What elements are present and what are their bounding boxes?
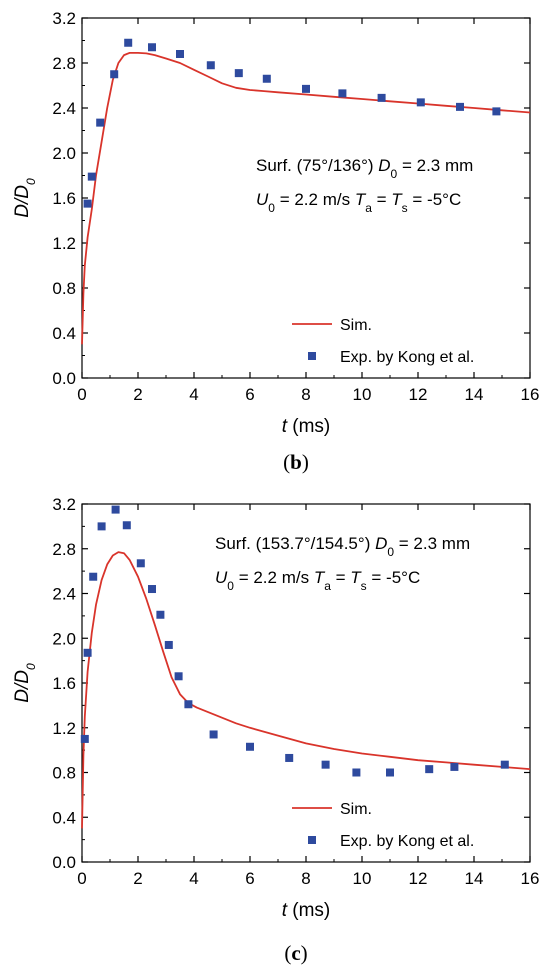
data-point-exp bbox=[184, 700, 193, 709]
data-point-exp bbox=[156, 610, 165, 619]
y-tick-label: 1.6 bbox=[52, 674, 76, 693]
data-point-exp bbox=[136, 559, 145, 568]
data-point-exp bbox=[209, 730, 218, 739]
legend-label-exp: Exp. by Kong et al. bbox=[340, 349, 474, 366]
x-tick-label: 16 bbox=[521, 869, 540, 888]
x-axis-label: t (ms) bbox=[282, 416, 331, 437]
data-point-exp bbox=[492, 107, 501, 116]
data-point-exp bbox=[148, 43, 156, 52]
x-tick-label: 6 bbox=[245, 869, 254, 888]
data-point-exp bbox=[89, 572, 98, 581]
data-point-exp bbox=[246, 742, 254, 751]
x-tick-label: 8 bbox=[301, 869, 310, 888]
x-tick-label: 2 bbox=[133, 385, 142, 404]
y-tick-label: 0.8 bbox=[52, 764, 76, 783]
data-point-exp bbox=[285, 753, 294, 762]
data-point-exp bbox=[386, 768, 394, 777]
y-tick-label: 1.2 bbox=[52, 719, 76, 738]
data-point-exp bbox=[83, 648, 92, 657]
x-tick-label: 6 bbox=[245, 385, 254, 404]
x-tick-label: 14 bbox=[465, 869, 484, 888]
data-point-exp bbox=[83, 199, 92, 208]
x-tick-label: 10 bbox=[353, 869, 372, 888]
data-point-exp bbox=[206, 61, 215, 70]
y-tick-label: 1.2 bbox=[52, 234, 76, 253]
legend-marker-exp bbox=[308, 836, 316, 844]
y-tick-label: 0.4 bbox=[52, 808, 76, 827]
x-tick-label: 2 bbox=[133, 869, 142, 888]
x-tick-label: 4 bbox=[189, 385, 198, 404]
x-axis-label: t (ms) bbox=[282, 900, 331, 921]
y-tick-label: 1.6 bbox=[52, 189, 76, 208]
data-point-exp bbox=[124, 38, 133, 47]
data-point-exp bbox=[110, 70, 119, 79]
x-tick-label: 10 bbox=[353, 385, 372, 404]
x-tick-label: 12 bbox=[409, 869, 428, 888]
data-point-exp bbox=[352, 768, 361, 777]
data-point-exp bbox=[122, 521, 131, 530]
x-tick-label: 0 bbox=[77, 385, 86, 404]
data-point-exp bbox=[87, 172, 96, 181]
x-tick-label: 16 bbox=[521, 385, 540, 404]
legend-label-sim: Sim. bbox=[340, 317, 372, 334]
data-point-exp bbox=[302, 84, 310, 93]
y-tick-label: 0.0 bbox=[52, 853, 76, 872]
y-tick-label: 2.4 bbox=[52, 99, 76, 118]
y-tick-label: 0.8 bbox=[52, 279, 76, 298]
y-tick-label: 0.4 bbox=[52, 324, 76, 343]
y-tick-label: 2.4 bbox=[52, 585, 76, 604]
y-tick-label: 2.8 bbox=[52, 540, 76, 559]
data-point-exp bbox=[111, 505, 120, 514]
y-tick-label: 0.0 bbox=[52, 369, 76, 388]
chart-panel-c: 0 2 4 6 8 10 12 14 16 0.0 0.4 0.8 1.2 1.6 2.0 2.4 2.8 3.2… bbox=[12, 495, 539, 965]
x-tick-label: 8 bbox=[301, 385, 310, 404]
data-point-exp bbox=[234, 69, 243, 78]
panel-label: (c) bbox=[284, 941, 307, 965]
y-tick-label: 3.2 bbox=[52, 9, 76, 28]
data-point-exp bbox=[96, 118, 105, 127]
data-point-exp bbox=[148, 585, 156, 594]
x-tick-label: 14 bbox=[465, 385, 484, 404]
annotation-line-1: Surf. (153.7°/154.5°) D0 = 2.3 mm bbox=[215, 534, 470, 559]
data-point-exp bbox=[97, 522, 106, 531]
y-tick-label: 2.8 bbox=[52, 54, 76, 73]
chart-panel-b: 0 2 4 6 8 10 12 14 16 0.0 0.4 0.8 1.2 1.6 2.0 2.4 2.8 3.2… bbox=[12, 9, 539, 474]
data-point-exp bbox=[456, 102, 464, 111]
data-point-exp bbox=[262, 74, 271, 83]
annotation-line-1: Surf. (75°/136°) D0 = 2.3 mm bbox=[256, 156, 473, 181]
data-point-exp bbox=[164, 640, 173, 649]
data-point-exp bbox=[500, 760, 509, 769]
data-point-exp bbox=[321, 760, 330, 769]
data-point-exp bbox=[80, 734, 89, 743]
data-point-exp bbox=[377, 93, 386, 102]
annotation-line-2: U0 = 2.2 m/s Ta = Ts = -5°C bbox=[256, 190, 461, 215]
legend-marker-exp bbox=[308, 352, 316, 360]
annotation-line-2: U0 = 2.2 m/s Ta = Ts = -5°C bbox=[215, 568, 420, 593]
data-point-exp bbox=[174, 672, 183, 681]
legend-label-exp: Exp. by Kong et al. bbox=[340, 833, 474, 850]
series-line-sim bbox=[81, 551, 531, 829]
x-tick-label: 4 bbox=[189, 869, 198, 888]
y-tick-label: 3.2 bbox=[52, 495, 76, 514]
legend-label-sim: Sim. bbox=[340, 801, 372, 818]
data-point-exp bbox=[425, 765, 434, 774]
data-point-exp bbox=[176, 50, 184, 58]
y-axis-label: D/D0 bbox=[12, 178, 38, 218]
y-tick-label: 2.0 bbox=[52, 144, 76, 163]
x-tick-label: 12 bbox=[409, 385, 428, 404]
panel-label: (b) bbox=[283, 450, 309, 474]
data-point-exp bbox=[416, 98, 425, 107]
data-point-exp bbox=[450, 762, 459, 771]
y-axis-label: D/D0 bbox=[12, 663, 38, 703]
data-point-exp bbox=[338, 89, 347, 98]
y-tick-label: 2.0 bbox=[52, 629, 76, 648]
x-tick-label: 0 bbox=[77, 869, 86, 888]
